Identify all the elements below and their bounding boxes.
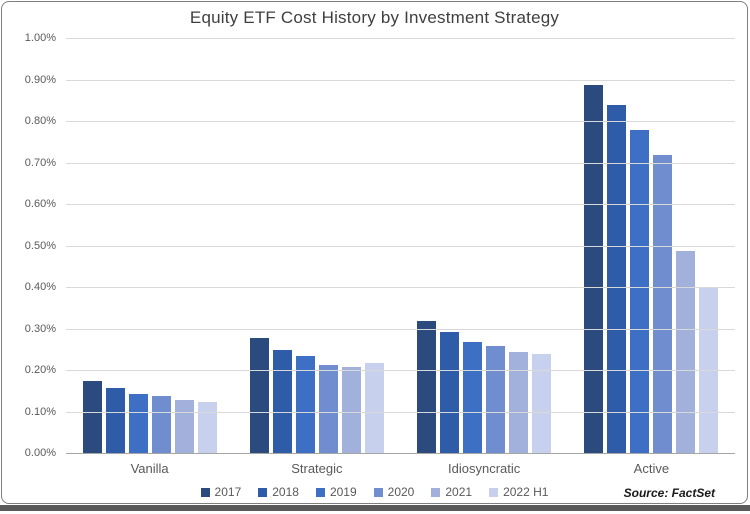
y-tick-label: 0.40% xyxy=(24,281,56,293)
legend-item-2021: 2021 xyxy=(431,485,472,499)
legend-swatch-icon xyxy=(200,487,210,497)
y-tick-label: 0.30% xyxy=(24,323,56,335)
bottom-edge-strip xyxy=(0,505,750,511)
bar-vanilla-2022-h1 xyxy=(197,402,217,454)
bar-strategic-2017 xyxy=(249,337,269,454)
bar-active-2017 xyxy=(584,84,604,454)
legend-item-2017: 2017 xyxy=(200,485,242,499)
y-tick-label: 0.60% xyxy=(24,198,56,210)
legend-label: 2022 H1 xyxy=(503,485,549,499)
category-label-strategic: Strategic xyxy=(291,461,343,476)
bar-idiosyncratic-2020 xyxy=(486,346,506,454)
bar-vanilla-2017 xyxy=(82,381,102,454)
y-axis: 1.00% 0.90% 0.80% 0.70% 0.60% 0.50% 0.40% 0.30%… xyxy=(2,32,62,459)
bar-group-idiosyncratic xyxy=(401,38,568,454)
legend-item-2018: 2018 xyxy=(258,485,299,499)
gridline xyxy=(66,370,735,371)
bar-vanilla-2018 xyxy=(105,387,125,454)
legend-swatch-icon xyxy=(489,487,499,497)
bar-strategic-2019 xyxy=(295,356,315,454)
bar-strategic-2020 xyxy=(318,364,338,454)
bar-strategic-2022-h1 xyxy=(364,362,384,454)
bar-strategic-2021 xyxy=(341,366,361,454)
gridline xyxy=(66,38,735,39)
legend-label: 2021 xyxy=(445,485,473,499)
category-label-active: Active xyxy=(633,461,670,476)
bar-vanilla-2021 xyxy=(174,400,194,454)
y-tick-label: 1.00% xyxy=(24,32,56,44)
legend-item-2019: 2019 xyxy=(315,485,357,499)
y-tick-label: 0.90% xyxy=(24,74,56,86)
legend-item-2022-h1: 2022 H1 xyxy=(489,485,548,499)
category-label-vanilla: Vanilla xyxy=(130,461,169,476)
gridline xyxy=(66,329,735,330)
legend-swatch-icon xyxy=(431,487,441,497)
chart-frame: Equity ETF Cost History by Investment St… xyxy=(1,1,748,504)
y-tick-label: 0.00% xyxy=(24,447,56,459)
bar-active-2019 xyxy=(630,130,650,454)
bar-vanilla-2019 xyxy=(128,393,148,454)
category-label-idiosyncratic: Idiosyncratic xyxy=(448,461,521,476)
bar-active-2022-h1 xyxy=(699,288,719,454)
bar-strategic-2018 xyxy=(272,350,292,454)
bar-idiosyncratic-2019 xyxy=(463,341,483,454)
gridline xyxy=(66,163,735,164)
legend-label: 2018 xyxy=(272,485,299,499)
bar-idiosyncratic-2021 xyxy=(509,352,529,454)
legend-item-2020: 2020 xyxy=(373,485,415,499)
bar-active-2021 xyxy=(676,250,696,454)
plot-area xyxy=(66,38,735,454)
gridline xyxy=(66,204,735,205)
legend-swatch-icon xyxy=(373,487,383,497)
legend-swatch-icon xyxy=(258,487,268,497)
y-tick-label: 0.20% xyxy=(24,364,56,376)
bar-idiosyncratic-2022-h1 xyxy=(532,354,552,454)
bar-idiosyncratic-2018 xyxy=(440,331,460,454)
legend-label: 2017 xyxy=(214,485,242,499)
bar-active-2018 xyxy=(607,105,627,454)
gridline xyxy=(66,412,735,413)
y-tick-label: 0.70% xyxy=(24,157,56,169)
legend: 2017 2018 2019 2020 2021 2022 H1 xyxy=(2,485,747,499)
legend-label: 2020 xyxy=(387,485,415,499)
x-axis-category-labels: Vanilla Strategic Idiosyncratic Active xyxy=(66,461,735,476)
bar-vanilla-2020 xyxy=(151,395,171,454)
bar-idiosyncratic-2017 xyxy=(417,321,437,454)
legend-label: 2019 xyxy=(329,485,357,499)
legend-swatch-icon xyxy=(315,487,325,497)
gridline xyxy=(66,246,735,247)
gridline xyxy=(66,121,735,122)
y-tick-label: 0.80% xyxy=(24,115,56,127)
gridline xyxy=(66,287,735,288)
bar-group-vanilla xyxy=(66,38,233,454)
bar-group-strategic xyxy=(233,38,400,454)
y-tick-label: 0.50% xyxy=(24,240,56,252)
chart-footer: 2017 2018 2019 2020 2021 2022 H1 Source: Fact… xyxy=(2,485,747,505)
chart-title: Equity ETF Cost History by Investment St… xyxy=(189,8,560,27)
bar-active-2020 xyxy=(653,155,673,454)
y-tick-label: 0.10% xyxy=(24,406,56,418)
gridline xyxy=(66,80,735,81)
x-axis-baseline xyxy=(66,453,735,454)
source-note: Source: FactSet xyxy=(623,486,715,500)
